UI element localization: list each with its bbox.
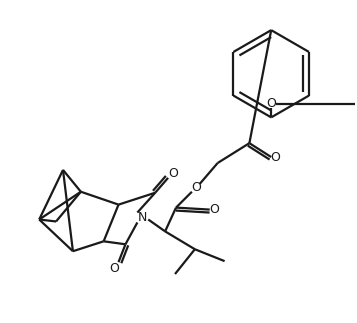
Text: O: O <box>266 97 276 110</box>
Text: O: O <box>110 262 120 275</box>
Text: O: O <box>270 151 280 163</box>
Text: O: O <box>191 181 201 194</box>
Text: N: N <box>138 211 147 224</box>
Text: O: O <box>168 167 178 180</box>
Text: O: O <box>210 203 220 216</box>
